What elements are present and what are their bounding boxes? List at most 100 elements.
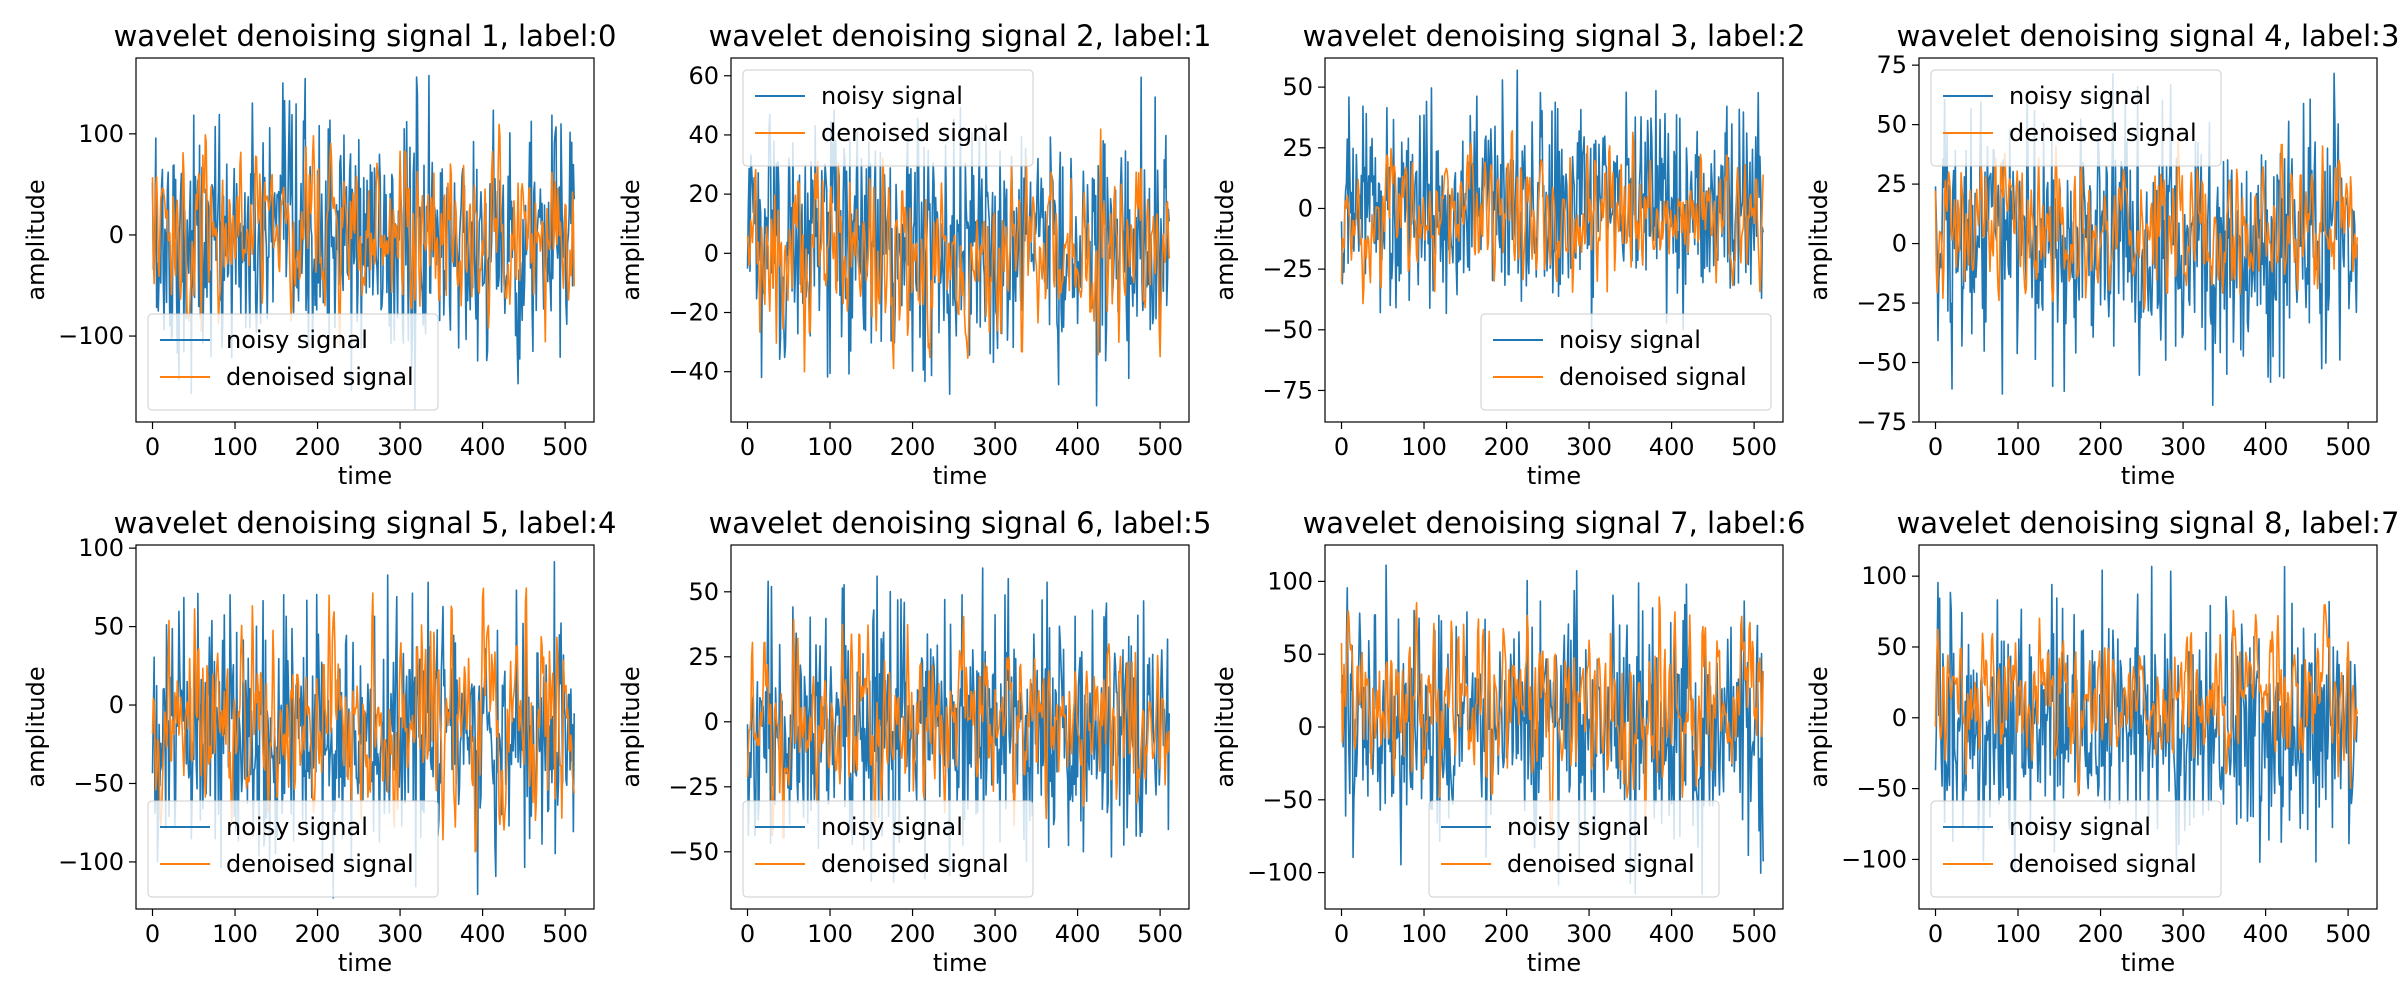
legend: noisy signal denoised signal (1930, 800, 2222, 898)
x-tick-label: 300 (377, 920, 423, 948)
legend-label: denoised signal (821, 850, 1009, 878)
legend-label: noisy signal (821, 82, 963, 110)
x-tick-label: 500 (2325, 920, 2371, 948)
x-tick-label: 300 (1566, 920, 1612, 948)
subplot-title: wavelet denoising signal 2, label:1 (709, 19, 1212, 53)
y-tick-label: 0 (1892, 704, 1907, 732)
x-tick-label: 100 (807, 433, 853, 461)
subplot-title: wavelet denoising signal 6, label:5 (709, 506, 1212, 540)
subplot-title: wavelet denoising signal 5, label:4 (114, 506, 617, 540)
legend-box (1480, 313, 1772, 411)
y-tick-label: 25 (1876, 170, 1907, 198)
legend-label: denoised signal (2009, 850, 2197, 878)
y-tick-label: 50 (688, 578, 719, 606)
subplot-title: wavelet denoising signal 3, label:2 (1303, 19, 1806, 53)
y-tick-label: −25 (1856, 289, 1907, 317)
denoised-signal-line (151, 587, 575, 853)
legend: noisy signal denoised signal (1930, 69, 2222, 167)
x-axis-label: time (933, 462, 987, 490)
plot-frame (730, 544, 1190, 910)
x-tick-label: 300 (972, 433, 1018, 461)
y-tick-label: −50 (668, 838, 719, 866)
x-tick-label: 400 (2243, 920, 2289, 948)
y-tick-label: −25 (1262, 255, 1313, 283)
denoised-signal-line (151, 123, 575, 347)
y-tick-label: 0 (109, 221, 124, 249)
y-tick-label: 60 (688, 62, 719, 90)
legend-label: noisy signal (226, 326, 368, 354)
y-tick-label: 100 (1267, 567, 1313, 595)
legend-label: noisy signal (1559, 326, 1701, 354)
x-tick-label: 400 (460, 920, 506, 948)
y-tick-label: −50 (1262, 316, 1313, 344)
subplot-title: wavelet denoising signal 1, label:0 (114, 19, 617, 53)
denoised-signal-line (1934, 603, 2358, 797)
x-tick-label: 200 (1484, 433, 1530, 461)
x-tick-label: 100 (1995, 920, 2041, 948)
legend-box (742, 800, 1034, 898)
y-tick-label: 0 (704, 708, 719, 736)
x-tick-label: 300 (377, 433, 423, 461)
x-tick-label: 100 (212, 433, 258, 461)
plot-frame (1918, 544, 2378, 910)
y-axis-label: amplitude (22, 179, 50, 300)
y-tick-label: 75 (1876, 51, 1907, 79)
legend-label: denoised signal (821, 119, 1009, 147)
x-axis-label: time (933, 949, 987, 977)
x-tick-label: 300 (2160, 433, 2206, 461)
subplot-6: 0 100 200 300 400 500 −50 −25 0 25 50 wavelet denoi… (617, 506, 1211, 977)
x-tick-label: 300 (2160, 920, 2206, 948)
legend-box (1930, 800, 2222, 898)
x-tick-label: 200 (2078, 920, 2124, 948)
x-axis-label: time (2121, 949, 2175, 977)
y-tick-label: −100 (1841, 845, 1907, 873)
y-tick-label: 50 (1282, 640, 1313, 668)
x-tick-label: 300 (1566, 433, 1612, 461)
y-tick-label: 0 (704, 239, 719, 267)
denoised-signal-line (746, 128, 1170, 373)
y-tick-label: −20 (668, 299, 719, 327)
legend: noisy signal denoised signal (147, 313, 439, 411)
plot-frame (135, 57, 595, 423)
legend: noisy signal denoised signal (1428, 800, 1720, 898)
legend-label: denoised signal (1559, 363, 1747, 391)
noisy-signal-line (746, 76, 1170, 407)
y-tick-label: −100 (1247, 859, 1313, 887)
x-tick-label: 500 (1137, 920, 1183, 948)
x-tick-label: 0 (740, 920, 755, 948)
x-tick-label: 200 (890, 433, 936, 461)
x-tick-label: 400 (460, 433, 506, 461)
x-tick-label: 400 (1649, 433, 1695, 461)
x-tick-label: 200 (295, 433, 341, 461)
y-axis-label: amplitude (1805, 179, 1833, 300)
x-tick-label: 500 (1137, 433, 1183, 461)
x-tick-label: 500 (542, 433, 588, 461)
y-axis-label: amplitude (22, 666, 50, 787)
y-tick-label: 40 (688, 121, 719, 149)
y-tick-label: −50 (1856, 349, 1907, 377)
y-tick-label: 25 (688, 643, 719, 671)
legend-box (742, 69, 1034, 167)
x-axis-label: time (338, 462, 392, 490)
legend-label: denoised signal (226, 363, 414, 391)
x-tick-label: 0 (1928, 920, 1943, 948)
y-tick-label: −50 (1262, 786, 1313, 814)
subplot-3: 0 100 200 300 400 500 −75 −50 −25 0 25 50 wavelet de… (1211, 19, 1805, 490)
series-lines (1934, 72, 2358, 407)
plot-frame (135, 544, 595, 910)
denoised-signal-line (1340, 130, 1764, 305)
y-tick-label: −75 (1856, 408, 1907, 436)
y-tick-label: 100 (78, 534, 124, 562)
x-tick-label: 100 (1401, 433, 1447, 461)
y-tick-label: 100 (78, 120, 124, 148)
y-tick-label: 100 (1861, 562, 1907, 590)
x-tick-label: 100 (212, 920, 258, 948)
legend-box (1428, 800, 1720, 898)
y-tick-label: −50 (73, 769, 124, 797)
subplot-title: wavelet denoising signal 4, label:3 (1897, 19, 2400, 53)
subplot-title: wavelet denoising signal 7, label:6 (1303, 506, 1806, 540)
legend: noisy signal denoised signal (742, 800, 1034, 898)
x-tick-label: 200 (1484, 920, 1530, 948)
